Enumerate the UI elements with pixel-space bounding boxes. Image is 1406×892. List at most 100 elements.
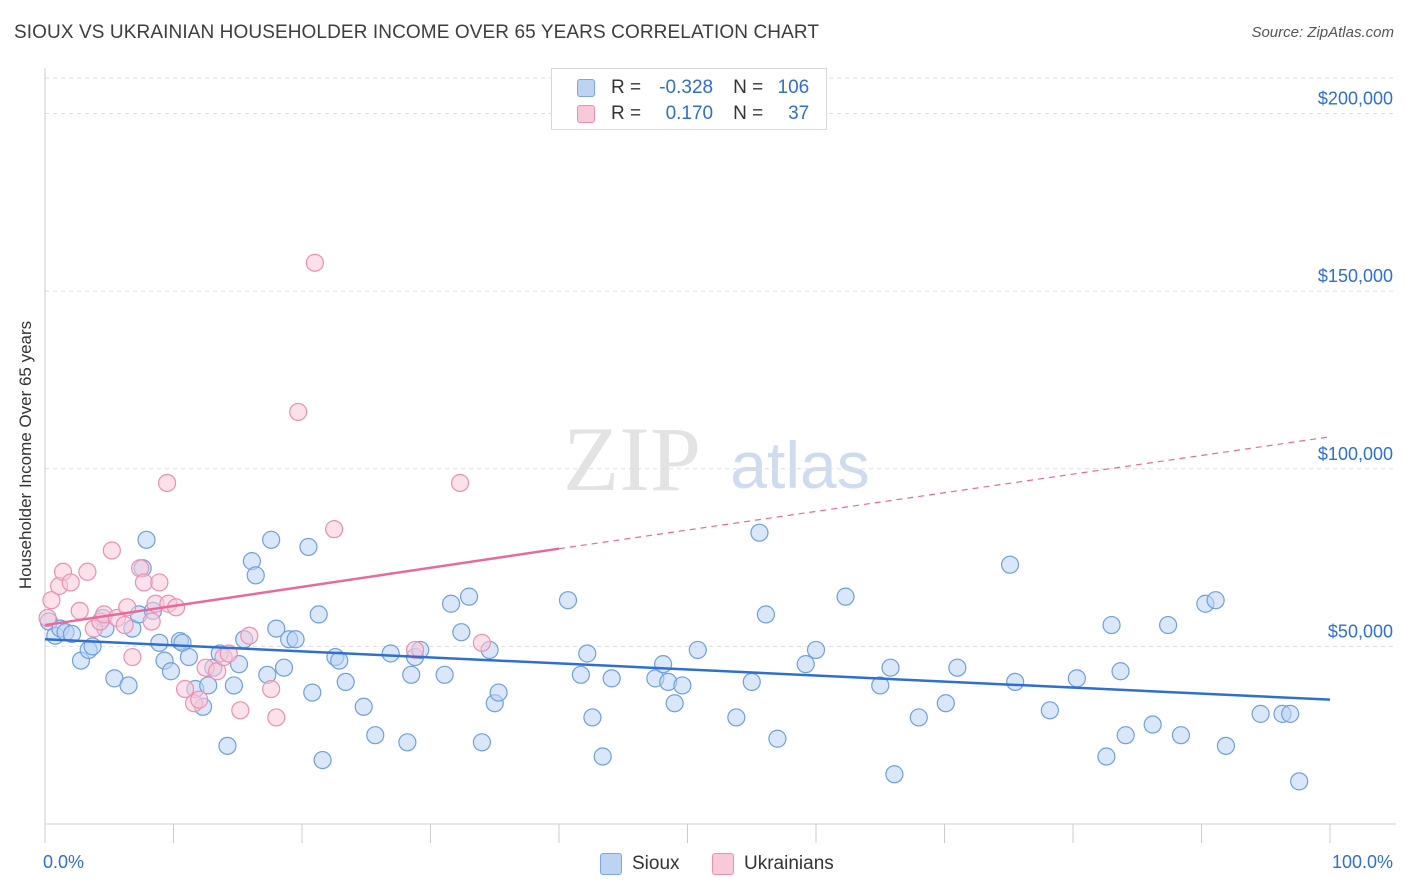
data-point [142, 612, 161, 631]
data-point [157, 473, 177, 493]
data-point [688, 640, 707, 660]
y-tick-labels: $50,000 $100,000 $150,000 $200,000 [1318, 89, 1393, 642]
data-point [381, 644, 400, 663]
data-point [1116, 726, 1135, 745]
data-point [231, 701, 250, 720]
x-axis-max-label: 100.0% [1331, 852, 1393, 872]
data-point [289, 402, 308, 422]
data-point [190, 690, 209, 709]
data-point [398, 733, 417, 752]
data-point [267, 708, 286, 727]
data-point [62, 624, 82, 644]
legend-item-sioux[interactable]: Sioux [600, 852, 680, 876]
ukrainians-swatch [712, 853, 734, 875]
data-point [42, 591, 61, 610]
data-point [303, 683, 322, 702]
data-point [405, 640, 425, 660]
data-point [1000, 555, 1020, 574]
data-point [871, 676, 890, 695]
data-point [1281, 704, 1300, 723]
data-point [450, 473, 470, 493]
data-point [240, 626, 259, 645]
axes [44, 68, 1396, 843]
sioux-swatch [577, 79, 595, 97]
data-point [137, 530, 156, 549]
data-point [489, 683, 508, 702]
data-point [1111, 662, 1130, 681]
y-tick-label: $50,000 [1328, 621, 1393, 641]
data-point [653, 655, 673, 674]
y-tick-label: $100,000 [1318, 444, 1393, 464]
data-point [309, 605, 328, 624]
data-point [179, 647, 199, 667]
watermark-zip: ZIP [563, 408, 701, 510]
data-point [246, 566, 265, 585]
data-point [909, 708, 928, 727]
data-point [472, 733, 491, 752]
source-credit: Source: ZipAtlas.com [1251, 24, 1394, 41]
data-point [336, 672, 355, 692]
data-point [262, 530, 281, 549]
data-point [175, 679, 195, 699]
data-point [262, 679, 281, 699]
data-point [472, 633, 491, 652]
ukrainian-trend-line [44, 547, 560, 627]
data-point [441, 594, 461, 613]
trend-lines [44, 436, 1331, 701]
data-point [836, 587, 855, 606]
data-point [665, 694, 684, 713]
data-point [1143, 715, 1162, 734]
data-point [161, 662, 181, 681]
legend-item-ukrainians[interactable]: Ukrainians [712, 852, 834, 876]
chart-title: SIOUX VS UKRAINIAN HOUSEHOLDER INCOME OV… [14, 22, 820, 43]
watermark: ZIP atlas [563, 408, 870, 510]
legend-row-sioux: R = -0.328 N = 106 [577, 76, 809, 100]
data-point [274, 658, 294, 677]
data-point [936, 694, 955, 713]
data-point [102, 541, 121, 560]
data-point [459, 587, 479, 606]
data-point [70, 601, 89, 620]
data-point [150, 633, 169, 652]
data-point [115, 615, 134, 635]
n-value: 37 [788, 103, 810, 124]
data-point [1102, 615, 1121, 635]
data-point [768, 729, 787, 748]
data-point [134, 573, 154, 592]
data-point [330, 651, 349, 670]
data-point [1216, 736, 1236, 755]
y-tick-label: $200,000 [1318, 89, 1393, 109]
data-point [571, 665, 590, 684]
data-point [558, 591, 578, 610]
data-point [299, 537, 318, 557]
data-point [796, 655, 815, 674]
data-point [325, 520, 344, 539]
data-point [806, 640, 826, 660]
sioux-swatch [600, 853, 622, 875]
data-point [756, 605, 775, 624]
data-point [305, 253, 324, 272]
data-point [1171, 726, 1191, 745]
data-point [38, 608, 57, 628]
data-point [1006, 672, 1025, 692]
data-point [1097, 747, 1116, 766]
correlation-legend: R = -0.328 N = 106 R = 0.170 N = 37 [551, 68, 827, 130]
data-point [224, 676, 243, 695]
n-value: 106 [777, 77, 810, 98]
data-point [593, 747, 612, 766]
data-point [673, 676, 692, 695]
data-point [948, 658, 967, 677]
data-point [78, 562, 97, 581]
data-point [313, 750, 332, 770]
data-point [286, 630, 305, 649]
data-point [354, 697, 373, 716]
data-point [1040, 701, 1059, 720]
data-point [1067, 669, 1086, 688]
data-point [750, 523, 769, 542]
data-point [123, 647, 142, 667]
sioux-trend-line [44, 638, 1331, 701]
data-point [119, 676, 138, 695]
data-point [402, 665, 421, 684]
y-tick-label: $150,000 [1318, 266, 1393, 286]
